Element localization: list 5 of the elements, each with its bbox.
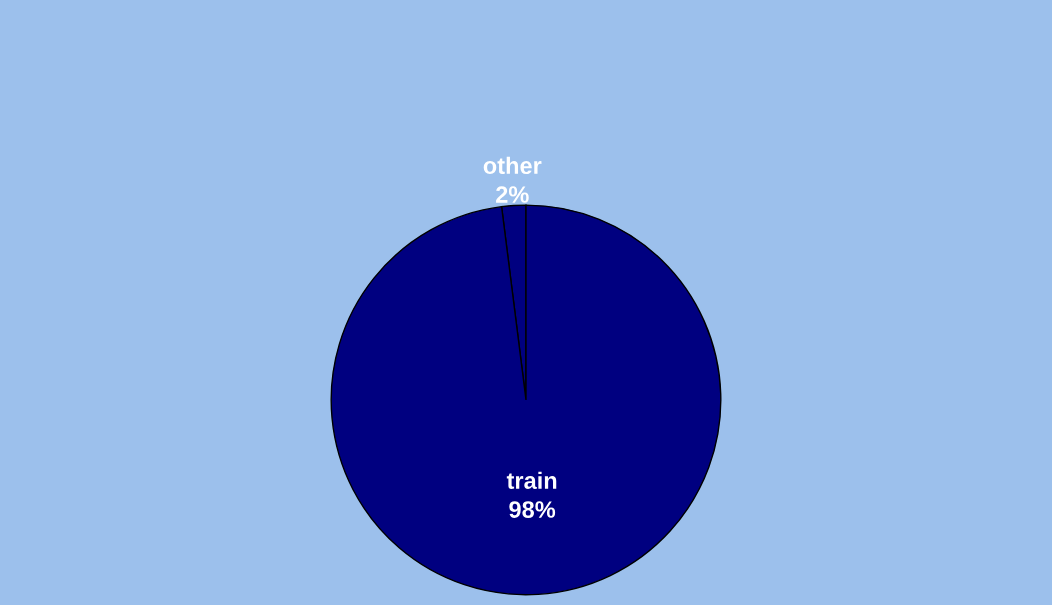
slice-label: other — [483, 156, 542, 175]
data-label: 2% — [496, 186, 529, 203]
pie-slice — [330, 204, 722, 596]
slice-label: train — [506, 471, 557, 490]
data-label: 98% — [509, 501, 556, 518]
